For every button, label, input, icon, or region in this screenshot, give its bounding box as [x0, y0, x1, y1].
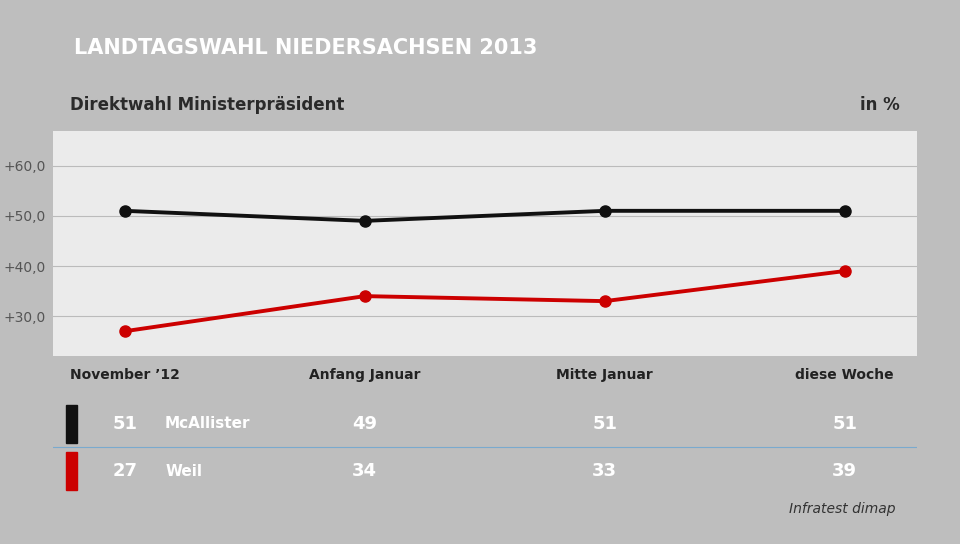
Text: in %: in %: [860, 96, 900, 114]
Text: 39: 39: [832, 462, 857, 480]
Text: 49: 49: [352, 415, 377, 432]
Text: November ’12: November ’12: [70, 368, 180, 382]
Text: Infratest dimap: Infratest dimap: [789, 502, 895, 516]
Text: 33: 33: [592, 462, 617, 480]
Bar: [65, 452, 77, 490]
Text: LANDTAGSWAHL NIEDERSACHSEN 2013: LANDTAGSWAHL NIEDERSACHSEN 2013: [75, 38, 538, 58]
Text: McAllister: McAllister: [165, 416, 251, 431]
Text: Mitte Januar: Mitte Januar: [557, 368, 653, 382]
Text: 51: 51: [112, 415, 137, 432]
Text: Weil: Weil: [165, 463, 203, 479]
Text: 51: 51: [592, 415, 617, 432]
Bar: [65, 405, 77, 443]
Text: 34: 34: [352, 462, 377, 480]
Text: diese Woche: diese Woche: [796, 368, 894, 382]
Text: Anfang Januar: Anfang Januar: [309, 368, 420, 382]
Text: 51: 51: [832, 415, 857, 432]
Text: Direktwahl Ministerpräsident: Direktwahl Ministerpräsident: [70, 96, 345, 114]
Text: 27: 27: [112, 462, 137, 480]
